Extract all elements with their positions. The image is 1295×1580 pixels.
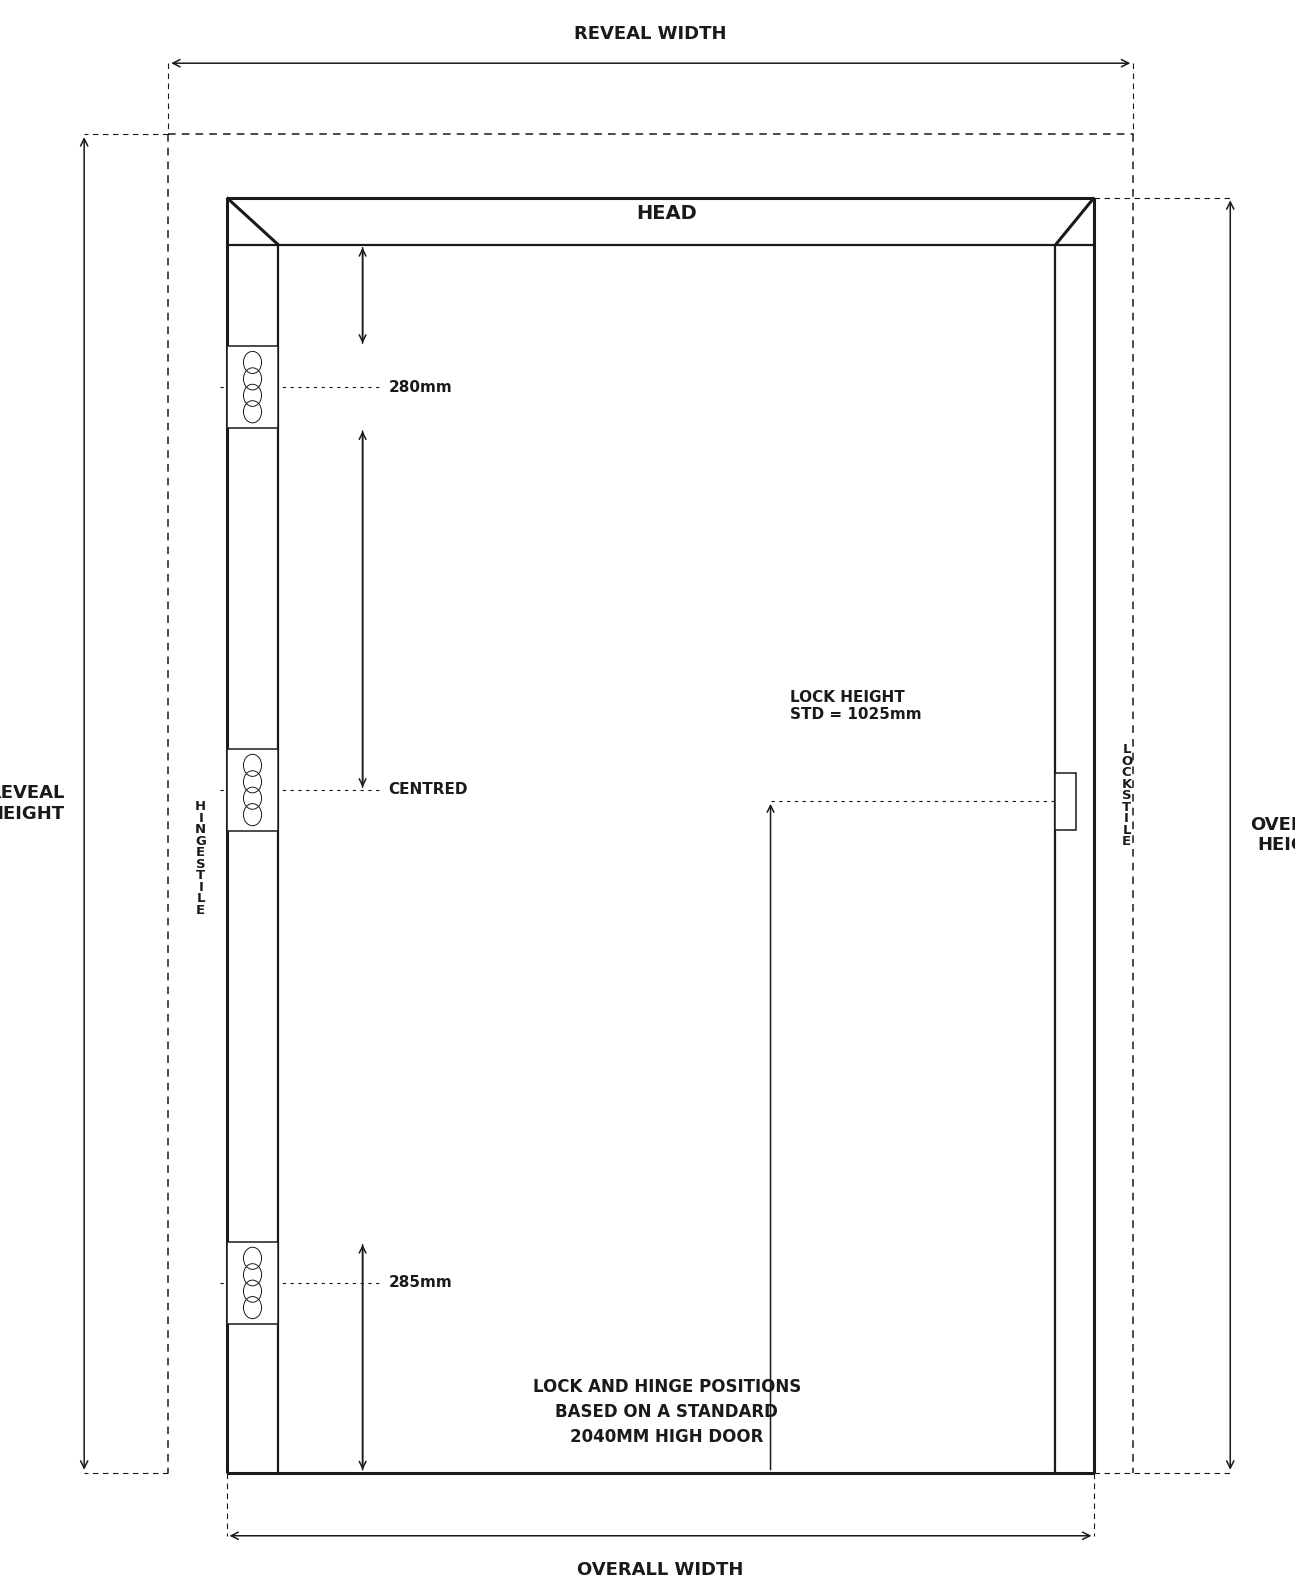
Text: L
O
C
K
S
T
I
L
E: L O C K S T I L E bbox=[1121, 743, 1132, 848]
Text: OVERALL
HEIGHT: OVERALL HEIGHT bbox=[1250, 815, 1295, 855]
Text: 280mm: 280mm bbox=[388, 379, 452, 395]
Text: CENTRED: CENTRED bbox=[388, 782, 467, 798]
Bar bbox=[227, 1242, 278, 1324]
Bar bbox=[227, 749, 278, 831]
Text: REVEAL
HEIGHT: REVEAL HEIGHT bbox=[0, 784, 65, 823]
Text: HEAD: HEAD bbox=[637, 204, 697, 223]
Text: H
I
N
G
E
S
T
I
L
E: H I N G E S T I L E bbox=[196, 801, 206, 916]
Text: LOCK AND HINGE POSITIONS
BASED ON A STANDARD
2040MM HIGH DOOR: LOCK AND HINGE POSITIONS BASED ON A STAN… bbox=[532, 1378, 802, 1446]
Text: LOCK HEIGHT
STD = 1025mm: LOCK HEIGHT STD = 1025mm bbox=[790, 690, 922, 722]
Bar bbox=[1055, 773, 1076, 830]
Text: REVEAL WIDTH: REVEAL WIDTH bbox=[575, 25, 726, 43]
Text: OVERALL WIDTH: OVERALL WIDTH bbox=[578, 1561, 743, 1578]
Bar bbox=[227, 346, 278, 428]
Text: 285mm: 285mm bbox=[388, 1275, 452, 1291]
